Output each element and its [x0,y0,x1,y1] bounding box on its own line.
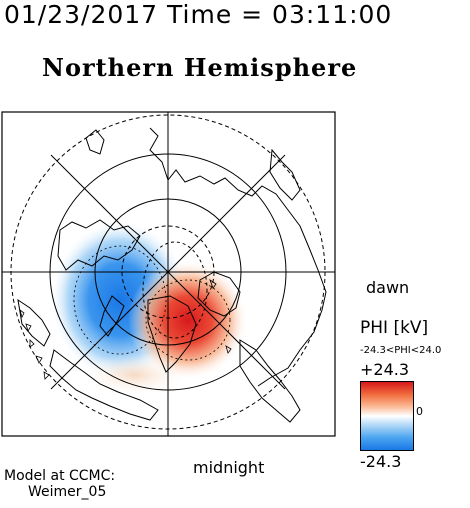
colorbar [360,381,414,451]
colorbar-min-label: -24.3 [360,452,402,471]
potential-contour [145,279,231,361]
polar-map [1,111,336,437]
colorbar-range: -24.3<PHI<24.0 [360,345,442,356]
inner-boundary [142,241,208,339]
dawn-label: dawn [366,278,410,297]
midnight-label: midnight [193,458,265,477]
colorbar-max-label: +24.3 [360,360,410,379]
islands [19,278,232,380]
model-credit: Model at CCMC: [4,468,116,484]
positive-potential-cell [128,260,248,380]
timestamp: 01/23/2017 Time = 03:11:00 [4,0,393,29]
colorbar-title: PHI [kV] [360,318,429,338]
model-name: Weimer_05 [28,484,107,500]
map-frame [1,111,336,437]
longitude-lines [2,112,335,436]
map-title: Northern Hemisphere [42,53,358,82]
potential-contour [73,245,167,355]
colorbar-zero-label: 0 [416,405,423,418]
